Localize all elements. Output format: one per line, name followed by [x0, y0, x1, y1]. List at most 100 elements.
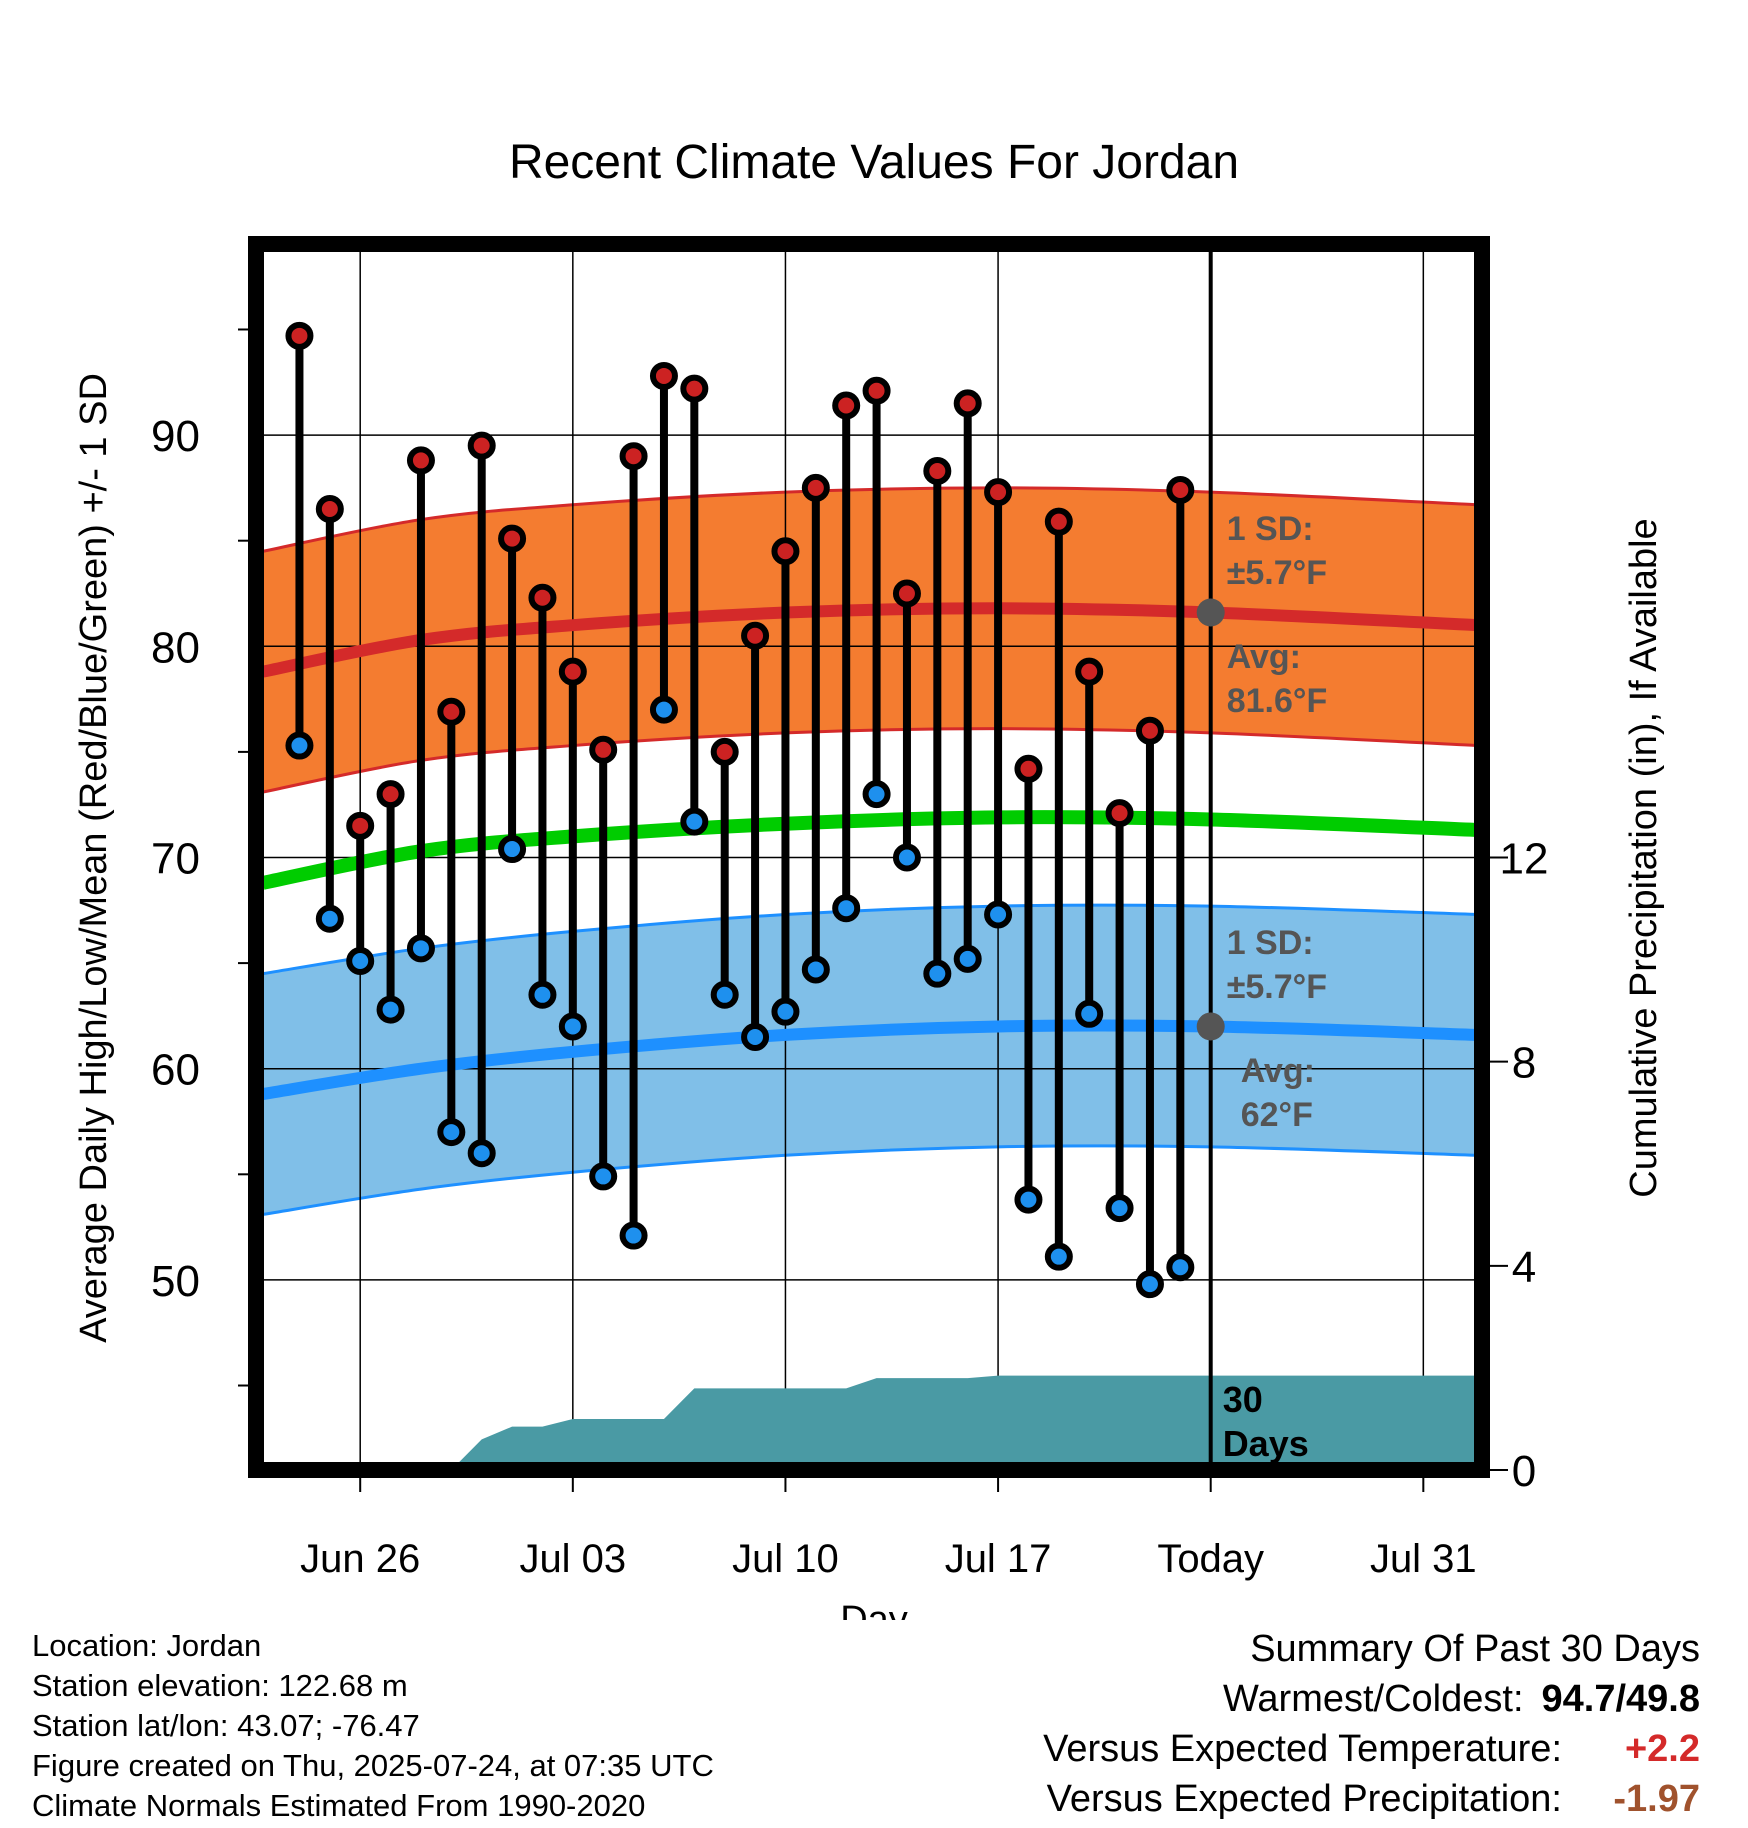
daily-high-point [528, 583, 557, 612]
daily-low-point [923, 959, 952, 988]
daily-low-point [710, 980, 739, 1009]
daily-low-point [376, 995, 405, 1024]
y-tick-label: 50 [151, 1257, 200, 1306]
daily-high-point [923, 456, 952, 485]
warmest-coldest-label: Warmest/Coldest: [1222, 1678, 1524, 1720]
daily-low-point [649, 695, 678, 724]
daily-high-point [406, 446, 435, 475]
plot-frame [248, 236, 1490, 1478]
warmest-coldest-row: Warmest/Coldest: 94.7/49.8 [1043, 1674, 1700, 1724]
low-normal-line [262, 1019, 1479, 1100]
plot-area: 1 SD: ±5.7°F Avg: 81.6°F 1 SD: ±5.7°F Avg: 62°F… [261, 245, 1479, 1470]
y-tick-label: 60 [151, 1046, 200, 1095]
daily-high-point [892, 579, 921, 608]
daily-low-point [801, 955, 830, 984]
temp-vs-expected-value: +2.2 [1624, 1728, 1700, 1770]
precipitation-area [263, 1375, 1478, 1470]
daily-low-point [285, 731, 314, 760]
precip-tick-label: 0 [1512, 1447, 1536, 1496]
x-tick-label: Jul 10 [732, 1537, 839, 1581]
daily-low-point [315, 904, 344, 933]
x-axis-label: Day [840, 1599, 908, 1620]
elevation-text: Station elevation: 122.68 m [32, 1668, 408, 1703]
created-text: Figure created on Thu, 2025-07-24, at 07… [32, 1748, 714, 1783]
daily-low-point [437, 1118, 466, 1147]
daily-low-point [984, 900, 1013, 929]
daily-high-point [649, 361, 678, 390]
daily-high-point [315, 495, 344, 524]
daily-low-point [1044, 1242, 1073, 1271]
daily-high-point [467, 431, 496, 460]
daily-low-point [406, 934, 435, 963]
daily-high-point [710, 737, 739, 766]
daily-low-point [346, 946, 375, 975]
warmest-coldest-value: 94.7/49.8 [1541, 1678, 1700, 1720]
daily-low-point [1075, 999, 1104, 1028]
daily-high-point [953, 389, 982, 418]
axes: 50 60 70 80 90 0 4 8 12 Jun 26 Jul 03 Jul 10 Jul 17 T… [73, 236, 1665, 1620]
daily-high-point [346, 811, 375, 840]
daily-low-point [771, 997, 800, 1026]
precip-vs-expected-value: -1.97 [1613, 1778, 1700, 1820]
low-normal-band-lower-edge [262, 1144, 1479, 1216]
today-high-normal-marker [1196, 598, 1225, 627]
daily-high-point [771, 537, 800, 566]
summary-panel: Summary Of Past 30 Days Warmest/Coldest:… [1043, 1624, 1700, 1824]
daily-low-point [832, 894, 861, 923]
daily-low-point [498, 835, 527, 864]
daily-low-point [680, 807, 709, 836]
temp-vs-expected-label: Versus Expected Temperature: [1043, 1728, 1562, 1770]
precip-tick-label: 12 [1500, 835, 1549, 884]
daily-low-point [1135, 1270, 1164, 1299]
x-tick-label: Jul 31 [1370, 1537, 1477, 1581]
y-tick-label: 90 [151, 412, 200, 461]
location-text: Location: Jordan [32, 1628, 262, 1663]
precip-tick-label: 8 [1512, 1039, 1536, 1088]
y-tick-label: 80 [151, 623, 200, 672]
chart-title: Recent Climate Values For Jordan [509, 136, 1239, 189]
daily-low-point [619, 1221, 648, 1250]
daily-high-point [1075, 657, 1104, 686]
daily-high-point [589, 735, 618, 764]
daily-high-point [376, 780, 405, 809]
daily-high-point [862, 376, 891, 405]
y-tick-label: 70 [151, 835, 200, 884]
daily-low-point [1105, 1194, 1134, 1223]
summary-title: Summary Of Past 30 Days [1250, 1628, 1700, 1670]
daily-high-point [741, 621, 770, 650]
daily-low-point [862, 780, 891, 809]
today-low-normal-marker [1196, 1012, 1225, 1041]
daily-low-point [953, 944, 982, 973]
daily-high-point [498, 524, 527, 553]
daily-high-point [558, 657, 587, 686]
mean-normal-line [261, 810, 1479, 890]
daily-low-point [1166, 1253, 1195, 1282]
x-tick-label: Jul 17 [945, 1537, 1052, 1581]
daily-high-point [1135, 716, 1164, 745]
daily-low-point [892, 843, 921, 872]
daily-high-point [619, 442, 648, 471]
x-tick-label: Jul 03 [519, 1537, 626, 1581]
daily-high-point [437, 697, 466, 726]
low-avg-annotation: Avg: 62°F [1241, 1052, 1315, 1134]
normals-text: Climate Normals Estimated From 1990-2020 [32, 1788, 646, 1823]
daily-high-point [1166, 476, 1195, 504]
daily-low-point [528, 980, 557, 1009]
latlon-text: Station lat/lon: 43.07; -76.47 [32, 1708, 420, 1743]
daily-high-point [1105, 799, 1134, 828]
daily-high-point [1014, 754, 1043, 783]
daily-high-point [1044, 507, 1073, 536]
x-tick-label: Today [1157, 1537, 1264, 1581]
daily-high-point [984, 478, 1013, 507]
daily-low-point [1014, 1185, 1043, 1214]
precip-vs-expected-label: Versus Expected Precipitation: [1046, 1778, 1562, 1820]
precip-tick-label: 4 [1512, 1243, 1536, 1292]
low-normal-band [263, 905, 1478, 1215]
daily-low-point [741, 1023, 770, 1052]
y-axis-label-left: Average Daily High/Low/Mean (Red/Blue/Gr… [73, 373, 115, 1343]
climate-chart: Recent Climate Values For Jordan 1 SD: ±5… [73, 136, 1665, 1620]
daily-low-point [467, 1139, 496, 1168]
high-normal-band [263, 487, 1478, 793]
daily-high-point [680, 374, 709, 403]
high-avg-annotation: Avg: 81.6°F [1227, 638, 1328, 720]
